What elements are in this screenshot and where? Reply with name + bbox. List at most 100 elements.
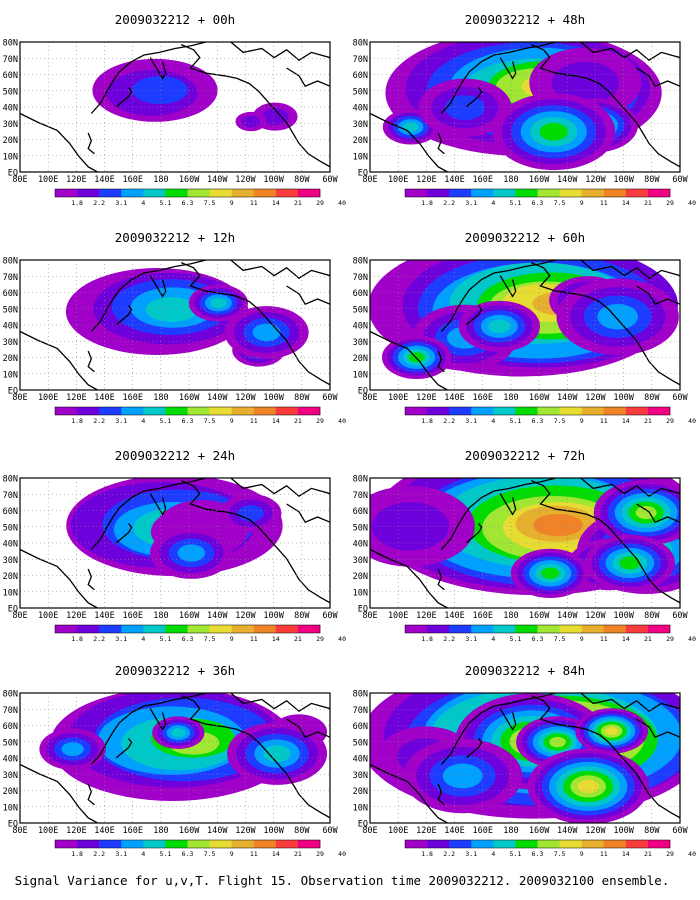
colorbar-label: 29 — [316, 850, 324, 858]
colorbar-label: 2.2 — [443, 635, 455, 643]
longitude-label: 60W — [672, 611, 688, 621]
colorbar-swatch — [99, 189, 122, 197]
colorbar-swatch — [55, 840, 78, 848]
colorbar-label: 29 — [666, 417, 674, 425]
longitude-label: 60W — [672, 393, 688, 403]
colorbar-swatch — [297, 189, 321, 197]
colorbar-label: 40 — [338, 635, 346, 643]
colorbar-swatch — [625, 189, 649, 197]
colorbar-label: 14 — [272, 850, 280, 858]
colorbar-swatch — [515, 189, 538, 197]
map-panel: 2009032212 + 60h 80N 70N 60N 50N 40N 30N 20N 10N… — [353, 230, 696, 425]
latitude-label: 30N — [3, 771, 18, 781]
latitude-label: EQ — [358, 605, 368, 615]
figure-caption: Signal Variance for u,v,T. Flight 15. Ob… — [15, 873, 670, 888]
longitude-label: 80W — [294, 393, 310, 403]
colorbar-label: 3.1 — [465, 417, 477, 425]
latitude-label: 30N — [3, 338, 18, 348]
colorbar-swatch — [231, 840, 255, 848]
colorbar-swatch — [625, 407, 649, 415]
longitude-label: 100W — [613, 393, 634, 403]
colorbar-label: 6.3 — [532, 850, 544, 858]
latitude-label: 80N — [3, 257, 18, 267]
colorbar-label: 1.8 — [421, 850, 433, 858]
latitude-label: 40N — [3, 755, 18, 765]
colorbar-label: 5.1 — [160, 850, 172, 858]
longitude-label: 160W — [179, 175, 200, 185]
coastline — [465, 87, 483, 108]
coastline — [230, 478, 330, 498]
coastline — [115, 305, 133, 326]
colorbar-label: 4 — [141, 850, 145, 858]
latitude-label: 20N — [353, 136, 368, 146]
longitude-label: 80E — [362, 826, 377, 836]
longitude-label: 140W — [557, 175, 578, 185]
latitude-label: 70N — [3, 273, 18, 283]
longitude-label: 60W — [322, 826, 338, 836]
colorbar-label: 14 — [622, 417, 630, 425]
colorbar-swatch — [405, 189, 428, 197]
coastline — [370, 112, 448, 172]
longitude-label: 180 — [503, 175, 518, 185]
colorbar-label: 1.8 — [71, 417, 83, 425]
map-frame — [369, 259, 681, 391]
longitude-label: 140W — [557, 826, 578, 836]
colorbar-swatch — [647, 625, 671, 633]
longitude-label: 80E — [12, 393, 27, 403]
longitude-label: 140E — [94, 393, 114, 403]
longitude-label: 80W — [644, 611, 660, 621]
colorbar-label: 4 — [491, 635, 495, 643]
coastline — [87, 568, 95, 591]
map-frame — [369, 477, 681, 609]
colorbar-swatch — [647, 407, 671, 415]
longitude-label: 160W — [179, 826, 200, 836]
longitude-label: 120E — [66, 611, 86, 621]
variance-contour-fill — [145, 297, 198, 322]
colorbar-label: 9 — [230, 635, 234, 643]
colorbar-swatch — [121, 407, 144, 415]
longitude-label: 180 — [153, 611, 168, 621]
colorbar-swatch — [253, 189, 277, 197]
panel-title: 2009032212 + 60h — [465, 230, 585, 245]
panel-title: 2009032212 + 84h — [465, 663, 585, 678]
latitude-label: 30N — [3, 120, 18, 130]
colorbar-label: 9 — [230, 199, 234, 207]
colorbar-label: 21 — [644, 635, 652, 643]
longitude-label: 80W — [294, 611, 310, 621]
longitude-label: 120E — [416, 611, 436, 621]
colorbar-label: 7.5 — [204, 850, 216, 858]
colorbar-label: 29 — [666, 850, 674, 858]
map-panel: 2009032212 + 84h 80N 70N 60N 50N 40N 30N 20N 10N… — [353, 663, 696, 858]
latitude-label: 80N — [353, 257, 368, 267]
coastline — [437, 568, 445, 591]
coastline — [90, 260, 207, 332]
variance-contour-fill — [533, 513, 583, 537]
latitude-label: EQ — [358, 820, 368, 830]
colorbar-frame — [404, 406, 671, 416]
colorbar-label: 14 — [622, 635, 630, 643]
latitude-label: 10N — [353, 803, 368, 813]
latitude-label: 80N — [3, 690, 18, 700]
colorbar-label: 6.3 — [532, 635, 544, 643]
longitude-label: 140E — [94, 175, 114, 185]
colorbar-swatch — [209, 189, 232, 197]
latitude-label: 10N — [353, 152, 368, 162]
colorbar-swatch — [471, 840, 494, 848]
coastline — [149, 493, 167, 516]
variance-contour-fill — [237, 505, 264, 522]
colorbar-label: 29 — [666, 199, 674, 207]
longitude-label: 180 — [153, 175, 168, 185]
variance-contour-fill — [252, 323, 281, 342]
latitude-label: 40N — [353, 104, 368, 114]
colorbar-label: 2.2 — [443, 850, 455, 858]
map-panel: 2009032212 + 48h 80N 70N 60N 50N 40N 30N 20N 10N… — [353, 12, 696, 207]
latitude-label: 60N — [353, 71, 368, 81]
variance-contour-fill — [444, 95, 485, 121]
variance-contour-fill — [371, 502, 450, 551]
coastline — [286, 285, 330, 306]
colorbar-swatch — [427, 840, 450, 848]
longitude-label: 120E — [416, 393, 436, 403]
longitude-label: 160W — [529, 175, 550, 185]
colorbar-swatch — [297, 840, 321, 848]
longitude-label: 120E — [416, 826, 436, 836]
